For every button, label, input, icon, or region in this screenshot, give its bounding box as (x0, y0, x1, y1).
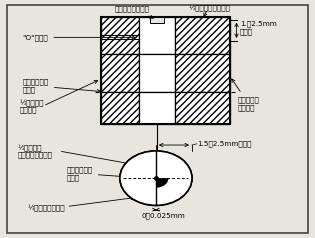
Bar (150, 17, 164, 23)
Text: ½の半円でリング状: ½の半円でリング状 (189, 4, 231, 11)
Circle shape (120, 151, 192, 205)
Bar (175, 92, 230, 124)
Polygon shape (120, 151, 156, 205)
Text: "O"リング: "O"リング (23, 34, 135, 41)
Text: 1.5～2.5mmランド: 1.5～2.5mmランド (197, 141, 251, 147)
Polygon shape (156, 151, 192, 205)
Bar (139, 92, 175, 124)
Text: パーティング
ライン: パーティング ライン (66, 166, 141, 181)
Bar (101, 17, 139, 54)
Text: ½の半円で型外へ: ½の半円で型外へ (27, 204, 65, 211)
Bar (175, 17, 230, 54)
Text: ストリッパ
ブレート: ストリッパ ブレート (232, 79, 259, 111)
Bar (101, 92, 139, 124)
Text: スプルーブッシュ: スプルーブッシュ (115, 6, 153, 18)
Text: パーティング
ライン: パーティング ライン (23, 79, 100, 93)
Bar (101, 17, 230, 124)
Text: 1.～2.5mm
ランド: 1.～2.5mm ランド (240, 21, 277, 35)
Bar (101, 54, 139, 92)
Bar (175, 54, 230, 92)
Text: ½の半円で
リング状に設ける: ½の半円で リング状に設ける (18, 144, 53, 158)
Bar (139, 54, 175, 92)
Bar (139, 17, 175, 54)
Wedge shape (156, 178, 169, 188)
Text: 0～0.025mm: 0～0.025mm (142, 213, 186, 219)
Text: ½の半円で
金型外へ: ½の半円で 金型外へ (20, 99, 44, 113)
